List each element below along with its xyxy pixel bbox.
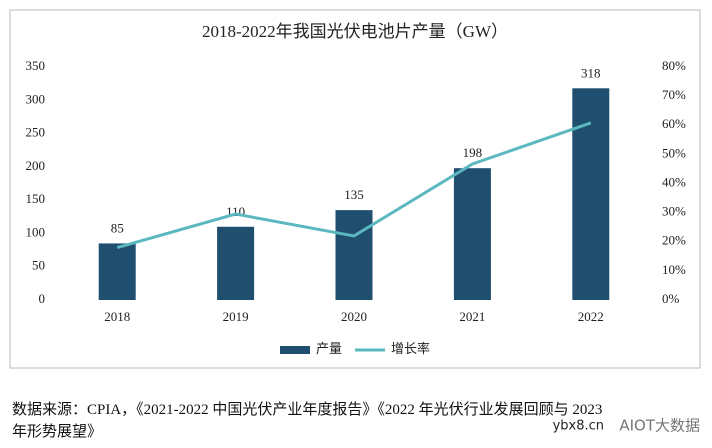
y2-tick-label: 60% [662, 116, 686, 131]
x-tick-label: 2018 [104, 309, 130, 324]
x-tick-label: 2022 [578, 309, 604, 324]
watermark-account: AIOT大数据 [619, 417, 700, 435]
y2-tick-label: 80% [662, 58, 686, 73]
chart-frame [9, 9, 701, 369]
y2-tick-label: 50% [662, 145, 686, 160]
x-tick-label: 2019 [223, 309, 249, 324]
y2-tick-label: 30% [662, 204, 686, 219]
chart-title: 2018-2022年我国光伏电池片产量（GW） [202, 22, 508, 41]
y2-tick-label: 10% [662, 262, 686, 277]
y-tick-label: 100 [26, 224, 46, 239]
y-tick-label: 150 [26, 191, 46, 206]
y-tick-label: 350 [26, 58, 46, 73]
y-tick-label: 50 [32, 258, 45, 273]
x-tick-label: 2021 [459, 309, 485, 324]
bar [98, 243, 136, 300]
legend-swatch [280, 346, 310, 354]
value-label: 198 [463, 145, 483, 160]
watermark-site: ybx8.cn [553, 419, 604, 434]
line [116, 121, 592, 250]
y2-tick-label: 40% [662, 174, 686, 189]
value-label: 85 [111, 220, 124, 235]
x-tick-label: 2020 [341, 309, 367, 324]
y-tick-label: 250 [26, 125, 46, 140]
y2-tick-label: 0% [662, 291, 680, 306]
y-tick-label: 200 [26, 158, 46, 173]
value-label: 135 [344, 187, 364, 202]
value-label: 318 [581, 65, 601, 80]
source-line: 年形势展望》 [12, 424, 103, 440]
bar [335, 210, 373, 300]
bar [453, 168, 491, 300]
y-tick-label: 300 [26, 91, 46, 106]
source-line: 数据来源：CPIA，《2021-2022 中国光伏产业年度报告》《2022 年光… [12, 402, 603, 418]
legend-label: 增长率 [391, 341, 430, 356]
y2-tick-label: 70% [662, 87, 686, 102]
y2-tick-label: 20% [662, 233, 686, 248]
bar [217, 226, 255, 300]
bar [572, 88, 610, 300]
y-tick-label: 0 [39, 291, 46, 306]
legend-label: 产量 [316, 341, 342, 356]
